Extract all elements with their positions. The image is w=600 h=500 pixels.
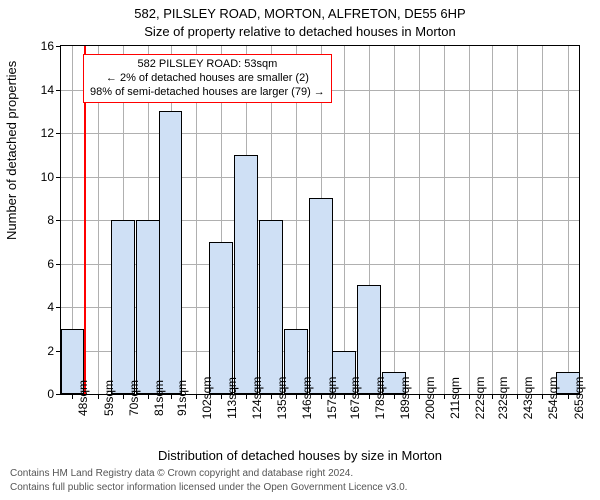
- x-tick-mark: [517, 394, 518, 399]
- gridline-h: [61, 133, 579, 134]
- gridline-v: [542, 46, 543, 394]
- x-tick-label: 135sqm: [275, 377, 289, 420]
- bar: [259, 220, 283, 394]
- annotation-line: ← 2% of detached houses are smaller (2): [90, 72, 325, 86]
- y-tick-mark: [56, 177, 61, 178]
- x-tick-mark: [542, 394, 543, 399]
- x-tick-label: 113sqm: [225, 377, 239, 419]
- y-tick-label: 14: [24, 83, 54, 97]
- x-tick-mark: [98, 394, 99, 399]
- y-tick-label: 12: [24, 126, 54, 140]
- x-tick-mark: [568, 394, 569, 399]
- x-tick-label: 178sqm: [373, 377, 387, 420]
- x-tick-mark: [196, 394, 197, 399]
- x-tick-label: 59sqm: [102, 380, 116, 416]
- x-tick-label: 102sqm: [200, 377, 214, 420]
- x-tick-label: 157sqm: [325, 377, 339, 420]
- x-tick-mark: [419, 394, 420, 399]
- x-tick-mark: [296, 394, 297, 399]
- chart-subtitle: Size of property relative to detached ho…: [0, 24, 600, 39]
- x-tick-mark: [444, 394, 445, 399]
- bar: [309, 198, 333, 394]
- x-tick-label: 211sqm: [448, 377, 462, 419]
- gridline-v: [344, 46, 345, 394]
- y-tick-label: 4: [24, 300, 54, 314]
- y-tick-label: 8: [24, 213, 54, 227]
- y-tick-mark: [56, 90, 61, 91]
- bar: [234, 155, 258, 394]
- x-tick-mark: [492, 394, 493, 399]
- gridline-v: [568, 46, 569, 394]
- x-tick-label: 222sqm: [473, 377, 487, 420]
- y-tick-mark: [56, 264, 61, 265]
- x-tick-label: 189sqm: [398, 377, 412, 420]
- x-tick-label: 146sqm: [300, 377, 314, 420]
- gridline-v: [444, 46, 445, 394]
- plot-area: 582 PILSLEY ROAD: 53sqm← 2% of detached …: [60, 45, 580, 395]
- chart-container: 582, PILSLEY ROAD, MORTON, ALFRETON, DE5…: [0, 0, 600, 500]
- bar: [111, 220, 135, 394]
- x-tick-label: 167sqm: [348, 377, 362, 420]
- x-tick-label: 243sqm: [521, 377, 535, 420]
- x-tick-label: 48sqm: [76, 380, 90, 416]
- y-tick-label: 0: [24, 387, 54, 401]
- x-tick-mark: [221, 394, 222, 399]
- x-tick-mark: [123, 394, 124, 399]
- bar: [159, 111, 183, 394]
- x-tick-mark: [148, 394, 149, 399]
- y-tick-label: 2: [24, 344, 54, 358]
- footer-copyright: Contains HM Land Registry data © Crown c…: [10, 468, 353, 479]
- x-tick-label: 200sqm: [423, 377, 437, 420]
- y-tick-label: 10: [24, 170, 54, 184]
- chart-title: 582, PILSLEY ROAD, MORTON, ALFRETON, DE5…: [0, 6, 600, 21]
- bar: [136, 220, 160, 394]
- y-tick-mark: [56, 394, 61, 395]
- x-tick-label: 254sqm: [546, 377, 560, 420]
- footer-licence: Contains full public sector information …: [10, 482, 407, 493]
- x-tick-label: 91sqm: [175, 380, 189, 416]
- x-tick-mark: [171, 394, 172, 399]
- x-tick-mark: [369, 394, 370, 399]
- gridline-v: [492, 46, 493, 394]
- x-tick-mark: [321, 394, 322, 399]
- x-tick-mark: [72, 394, 73, 399]
- y-tick-label: 16: [24, 39, 54, 53]
- y-tick-mark: [56, 46, 61, 47]
- x-axis-label: Distribution of detached houses by size …: [0, 448, 600, 463]
- annotation-callout: 582 PILSLEY ROAD: 53sqm← 2% of detached …: [83, 54, 332, 103]
- gridline-h: [61, 177, 579, 178]
- gridline-v: [517, 46, 518, 394]
- x-tick-label: 124sqm: [250, 377, 264, 420]
- x-tick-mark: [246, 394, 247, 399]
- annotation-line: 582 PILSLEY ROAD: 53sqm: [90, 58, 325, 72]
- y-axis-label: Number of detached properties: [4, 61, 19, 240]
- annotation-line: 98% of semi-detached houses are larger (…: [90, 86, 325, 100]
- x-tick-label: 70sqm: [127, 380, 141, 416]
- x-tick-label: 81sqm: [152, 380, 166, 416]
- y-tick-label: 6: [24, 257, 54, 271]
- bar: [209, 242, 233, 394]
- y-tick-mark: [56, 220, 61, 221]
- gridline-v: [419, 46, 420, 394]
- x-tick-mark: [344, 394, 345, 399]
- x-tick-label: 232sqm: [496, 377, 510, 420]
- x-tick-mark: [469, 394, 470, 399]
- gridline-v: [394, 46, 395, 394]
- x-tick-mark: [394, 394, 395, 399]
- y-tick-mark: [56, 307, 61, 308]
- x-tick-label: 265sqm: [572, 377, 586, 420]
- x-tick-mark: [271, 394, 272, 399]
- gridline-v: [469, 46, 470, 394]
- y-tick-mark: [56, 133, 61, 134]
